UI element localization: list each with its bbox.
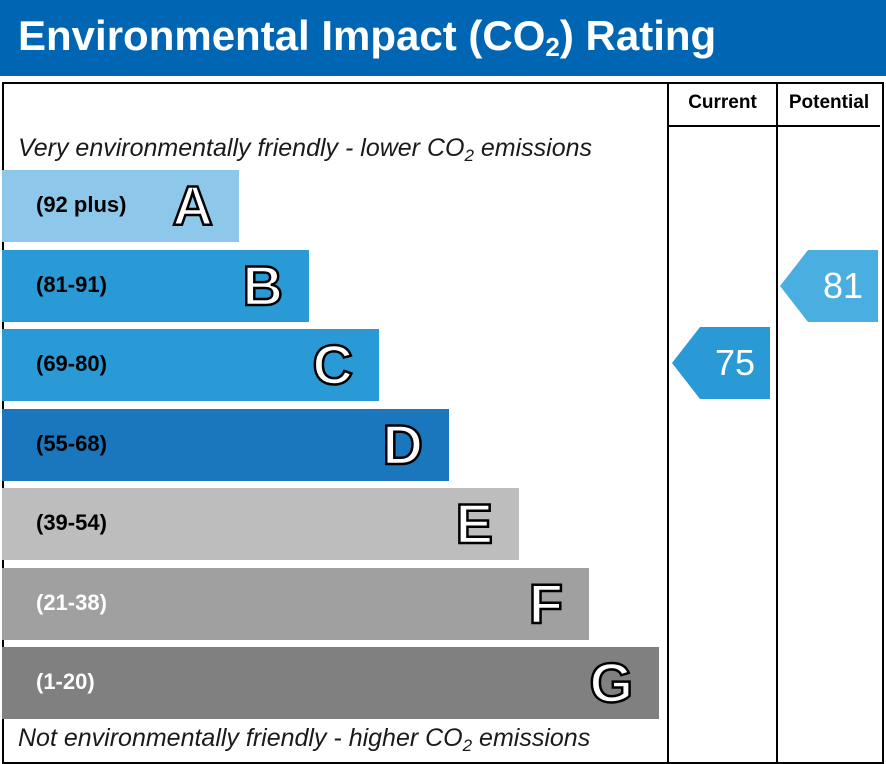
band-range-label: (21-38) <box>36 590 107 615</box>
header-bar: Environmental Impact (CO2) Rating <box>0 0 886 76</box>
band-range-label: (69-80) <box>36 351 107 376</box>
band-d: (55-68) D <box>2 409 449 481</box>
band-range-label: (81-91) <box>36 272 107 297</box>
potential-rating-arrow: 81 <box>780 250 878 322</box>
band-a: (92 plus) A <box>2 170 239 242</box>
bottom-caption: Not environmentally friendly - higher CO… <box>18 724 591 755</box>
title-main: Environmental Impact (CO <box>18 12 546 59</box>
band-letter: E <box>454 491 494 557</box>
current-rating-arrow: 75 <box>672 327 770 399</box>
current-column-header: Current <box>688 92 757 113</box>
band-g: (1-20) G <box>2 647 659 719</box>
band-letter: B <box>241 253 284 319</box>
band-e: (39-54) E <box>2 488 519 560</box>
title-subscript: 2 <box>545 32 560 62</box>
top-caption: Very environmentally friendly - lower CO… <box>18 134 593 165</box>
bottom-caption-end: emissions <box>472 724 591 752</box>
band-letter: A <box>171 173 214 239</box>
top-caption-subscript: 2 <box>464 146 474 165</box>
current-rating-arrow-shape <box>672 327 770 399</box>
top-caption-end: emissions <box>473 134 593 162</box>
band-f: (21-38) F <box>2 568 589 640</box>
band-range-label: (55-68) <box>36 431 107 456</box>
band-letter: G <box>588 650 634 716</box>
band-c: (69-80) C <box>2 329 379 401</box>
band-range-label: (39-54) <box>36 510 107 535</box>
title-end: ) Rating <box>559 12 717 59</box>
page-title: Environmental Impact (CO2) Rating <box>18 12 716 60</box>
column-divider-potential <box>776 82 778 764</box>
top-caption-main: Very environmentally friendly - lower CO <box>18 134 465 162</box>
potential-rating-arrow-value: 81 <box>822 265 864 306</box>
bottom-caption-subscript: 2 <box>462 736 473 755</box>
band-letter: D <box>381 412 424 478</box>
potential-rating-arrow-shape <box>780 250 878 322</box>
current-rating-arrow-polygon <box>672 327 770 399</box>
current-rating-arrow-value: 75 <box>714 342 756 383</box>
band-letter: C <box>311 332 354 398</box>
band-range-label: (92 plus) <box>36 192 127 217</box>
potential-rating-arrow-polygon <box>780 250 878 322</box>
header-row-divider <box>667 125 880 127</box>
bottom-caption-main: Not environmentally friendly - higher CO <box>18 724 463 752</box>
potential-column-header: Potential <box>788 92 870 113</box>
band-b: (81-91) B <box>2 250 309 322</box>
band-range-label: (1-20) <box>36 669 95 694</box>
band-letter: F <box>528 571 565 637</box>
column-divider-current <box>667 82 669 764</box>
